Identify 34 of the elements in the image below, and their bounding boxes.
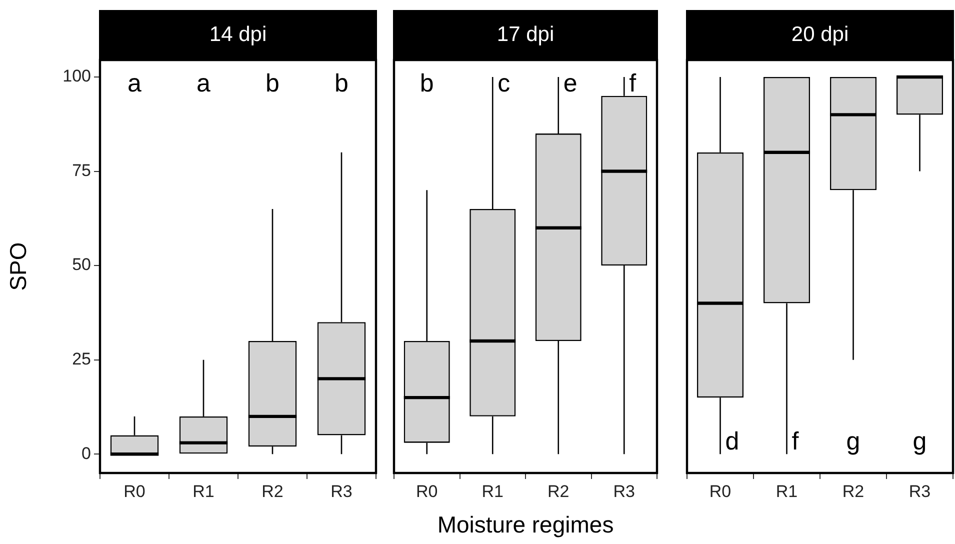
y-tick-label: 50 bbox=[72, 255, 91, 274]
annotation: f bbox=[792, 428, 799, 456]
annotation: a bbox=[128, 69, 142, 98]
annotation: c bbox=[498, 69, 510, 98]
x-tick-label: R1 bbox=[192, 482, 214, 501]
x-tick-label: R2 bbox=[842, 482, 864, 501]
annotation: g bbox=[912, 428, 927, 456]
annotation: b bbox=[420, 69, 434, 98]
annotation: g bbox=[846, 428, 860, 456]
x-tick-label: R2 bbox=[262, 482, 284, 501]
chart-title: 20 dpi bbox=[686, 10, 954, 60]
y-tick-label: 25 bbox=[72, 350, 91, 369]
annotation: d bbox=[725, 428, 740, 456]
y-tick-label: 100 bbox=[62, 66, 91, 86]
x-tick-label: R1 bbox=[776, 482, 798, 501]
annotation: b bbox=[334, 69, 348, 98]
x-axis-title: Moisture regimes bbox=[437, 512, 614, 538]
x-tick-label: R3 bbox=[330, 482, 352, 501]
chart-title: 14 dpi bbox=[99, 10, 377, 60]
x-tick-label: R0 bbox=[709, 482, 732, 501]
y-tick-label: 0 bbox=[82, 444, 91, 463]
x-tick-label: R1 bbox=[482, 482, 504, 501]
x-tick-label: R2 bbox=[548, 482, 570, 501]
y-tick-label: 75 bbox=[72, 160, 91, 180]
annotation: f bbox=[629, 69, 636, 98]
x-tick-label: R3 bbox=[613, 482, 635, 501]
x-tick-label: R3 bbox=[908, 482, 931, 501]
x-tick-label: R0 bbox=[416, 482, 438, 501]
x-tick-label: R0 bbox=[124, 482, 146, 501]
y-axis-title: SPO bbox=[5, 242, 32, 291]
annotation: a bbox=[196, 69, 211, 98]
chart-title: 17 dpi bbox=[393, 10, 658, 60]
annotation: b bbox=[266, 69, 280, 98]
annotation: e bbox=[563, 69, 578, 98]
